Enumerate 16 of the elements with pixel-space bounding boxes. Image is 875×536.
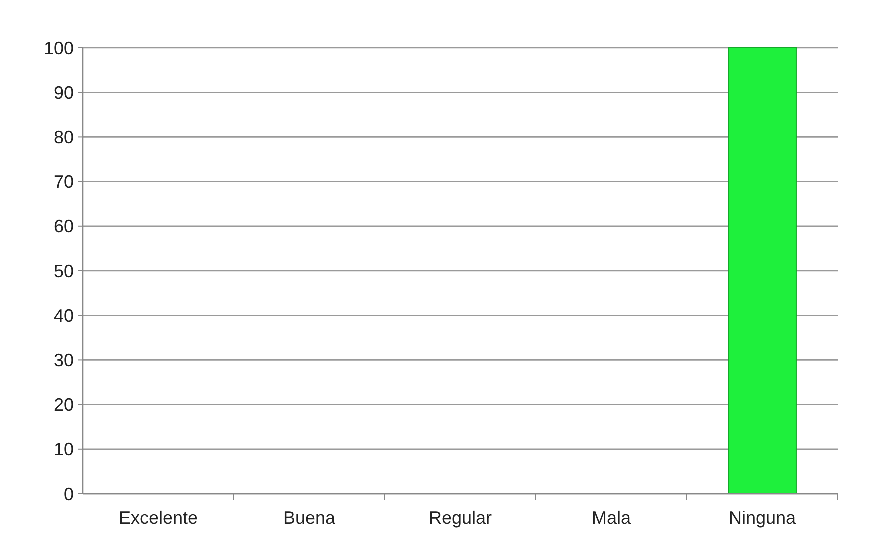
y-tick-label: 30	[54, 350, 74, 370]
y-tick-label: 70	[54, 172, 74, 192]
y-tick-label: 100	[44, 38, 74, 58]
y-tick-label: 0	[64, 484, 74, 504]
y-tick-label: 10	[54, 440, 74, 460]
y-tick-label: 50	[54, 261, 74, 282]
y-tick-label: 80	[54, 128, 74, 148]
x-tick-label: Regular	[428, 508, 492, 528]
x-tick-label: Ninguna	[728, 508, 798, 528]
y-tick-label: 20	[54, 395, 74, 416]
x-tick-label: Mala	[592, 508, 632, 528]
y-tick-label: 60	[54, 216, 74, 237]
x-tick-label: Excelente	[118, 508, 198, 528]
x-tick-label: Buena	[283, 508, 337, 528]
y-tick-label: 40	[54, 306, 74, 326]
y-tick-label: 90	[54, 82, 74, 103]
